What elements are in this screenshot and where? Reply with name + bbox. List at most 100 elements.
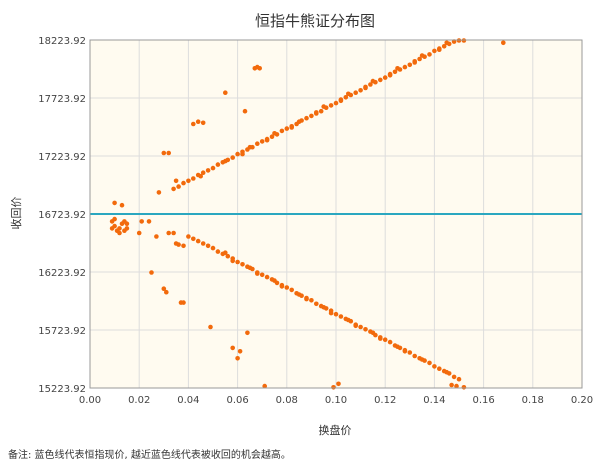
data-point xyxy=(149,270,154,275)
data-point xyxy=(215,249,221,254)
x-tick-label: 0.08 xyxy=(276,395,298,406)
data-point xyxy=(247,265,253,271)
data-point xyxy=(166,150,171,156)
data-point xyxy=(378,336,383,341)
data-point xyxy=(154,234,159,239)
footnote: 备注: 蓝色线代表恒指现价, 越近蓝色线代表被收回的机会越高。 xyxy=(8,450,291,461)
data-point xyxy=(338,314,344,319)
data-point xyxy=(161,150,167,156)
data-point xyxy=(370,330,376,336)
data-point xyxy=(173,241,179,246)
data-point xyxy=(427,360,432,366)
y-tick-label: 16723.92 xyxy=(38,210,86,221)
data-point xyxy=(444,40,450,46)
y-tick-label: 15223.92 xyxy=(38,384,86,395)
data-point xyxy=(186,178,191,184)
y-axis-label: 收回价 xyxy=(9,197,23,230)
data-point xyxy=(437,47,442,52)
data-point xyxy=(191,176,196,181)
data-point xyxy=(230,345,235,351)
data-point xyxy=(136,230,142,236)
data-point xyxy=(173,178,179,184)
data-point xyxy=(262,383,268,389)
data-point xyxy=(346,91,351,97)
data-point xyxy=(407,350,413,355)
data-point xyxy=(441,44,447,49)
data-point xyxy=(176,184,181,189)
data-point xyxy=(112,200,117,206)
data-point xyxy=(230,155,235,160)
data-point xyxy=(437,366,442,372)
y-tick-label: 18223.92 xyxy=(38,36,86,47)
data-point xyxy=(346,317,351,323)
y-tick-label: 16223.92 xyxy=(38,268,86,279)
data-point xyxy=(164,289,169,295)
data-point xyxy=(272,131,277,136)
data-point xyxy=(205,243,211,249)
data-point xyxy=(269,134,275,139)
data-point xyxy=(402,64,408,70)
data-point xyxy=(501,40,506,46)
data-point xyxy=(427,52,432,57)
data-point xyxy=(122,228,127,233)
data-point xyxy=(264,137,270,143)
x-tick-label: 0.10 xyxy=(325,395,347,406)
data-point xyxy=(240,262,245,267)
data-point xyxy=(200,170,206,175)
data-point xyxy=(412,353,418,359)
y-tick-label: 17223.92 xyxy=(38,152,86,163)
data-point xyxy=(353,323,359,329)
data-point xyxy=(387,73,393,78)
data-point xyxy=(117,230,122,236)
data-point xyxy=(338,97,344,102)
data-point xyxy=(161,286,167,292)
data-point xyxy=(195,238,201,244)
data-point xyxy=(382,75,388,80)
x-axis-label: 换盘价 xyxy=(319,423,352,437)
data-point xyxy=(247,144,253,150)
data-point xyxy=(112,216,117,222)
x-tick-label: 0.06 xyxy=(226,395,248,406)
data-point xyxy=(328,103,334,108)
data-point xyxy=(279,284,285,289)
data-point xyxy=(272,278,277,283)
data-point xyxy=(353,90,359,95)
data-point xyxy=(191,236,196,242)
data-point xyxy=(314,110,319,115)
data-point xyxy=(304,115,309,121)
data-point xyxy=(382,337,388,343)
data-point xyxy=(461,385,467,390)
data-point xyxy=(370,78,376,84)
data-point xyxy=(331,385,336,390)
data-point xyxy=(289,125,295,130)
y-tick-label: 15723.92 xyxy=(38,326,86,337)
data-point xyxy=(200,120,206,126)
data-point xyxy=(309,113,314,119)
x-tick-label: 0.02 xyxy=(128,395,150,406)
data-point xyxy=(117,226,122,231)
plot-border xyxy=(89,39,583,389)
data-point xyxy=(198,173,203,179)
x-axis-ticks: 0.00 0.02 0.04 0.06 0.08 0.10 0.12 0.14 0.16 0.18… xyxy=(79,395,593,406)
scatter-points xyxy=(109,38,506,390)
data-point xyxy=(284,126,290,131)
data-point xyxy=(223,250,228,255)
data-point xyxy=(321,305,327,310)
data-point xyxy=(230,258,235,264)
x-tick-label: 0.14 xyxy=(423,395,445,406)
data-point xyxy=(205,168,211,173)
data-point xyxy=(432,364,437,369)
data-point xyxy=(254,141,260,146)
data-point xyxy=(444,369,450,375)
data-point xyxy=(395,66,400,71)
data-point xyxy=(237,349,243,354)
data-point xyxy=(321,104,327,109)
data-point xyxy=(124,221,130,226)
data-point xyxy=(333,100,339,106)
data-point xyxy=(223,90,228,95)
data-point xyxy=(328,310,334,316)
x-tick-label: 0.18 xyxy=(522,395,544,406)
data-point xyxy=(419,53,425,58)
data-point xyxy=(210,165,216,171)
